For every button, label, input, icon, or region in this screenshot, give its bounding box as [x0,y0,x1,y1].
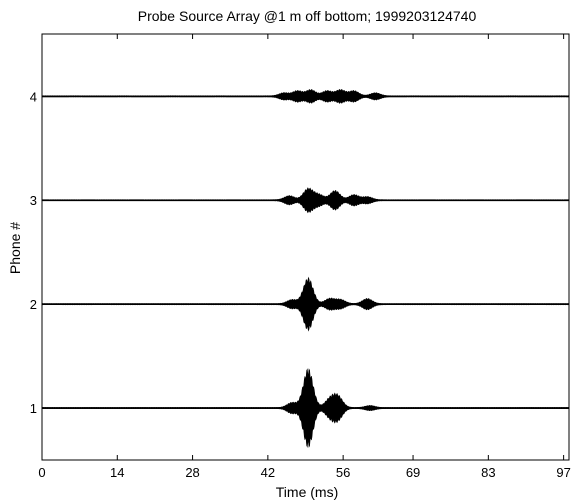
y-tick-label: 4 [30,89,37,104]
trace-phone-3 [41,187,570,214]
y-tick-label: 3 [30,193,37,208]
trace-phone-2 [41,276,570,332]
x-axis-ticks: 0 14 28 42 56 69 83 97 [38,34,571,480]
x-tick-label: 14 [110,465,124,480]
x-tick-label: 56 [336,465,350,480]
trace-waveform [41,187,570,214]
y-axis-ticks: 1 2 3 4 [30,89,569,416]
trace-phone-4 [41,88,570,104]
trace-waveform [41,368,570,448]
chart-title: Probe Source Array @1 m off bottom; 1999… [138,8,477,24]
x-tick-label: 28 [185,465,199,480]
trace-phone-1 [41,368,570,448]
x-tick-label: 83 [481,465,495,480]
x-tick-label: 42 [261,465,275,480]
y-tick-label: 1 [30,401,37,416]
y-tick-label: 2 [30,297,37,312]
traces [41,88,570,448]
x-tick-label: 97 [556,465,570,480]
y-axis-label: Phone # [7,222,23,274]
trace-waveform [41,276,570,332]
plot-frame [41,33,570,461]
x-axis-label: Time (ms) [276,484,338,500]
x-tick-label: 0 [38,465,45,480]
x-tick-label: 69 [406,465,420,480]
trace-waveform [41,88,570,104]
